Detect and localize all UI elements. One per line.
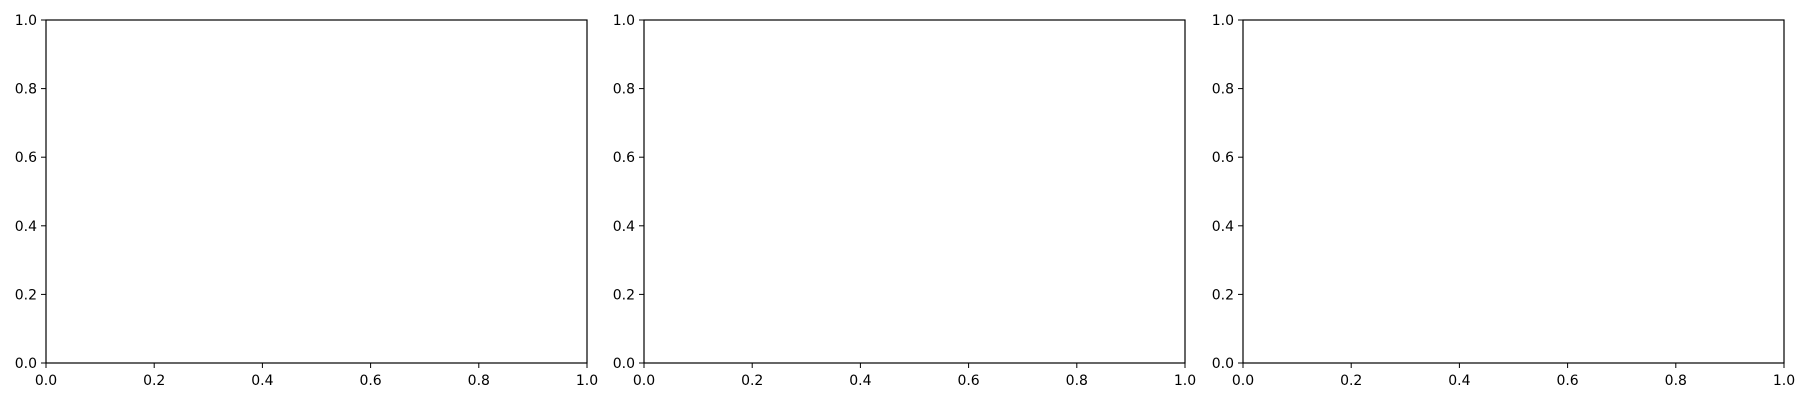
x-tick-label: 0.2 bbox=[741, 373, 763, 389]
plot-area-frame bbox=[643, 19, 1186, 364]
y-tick-label: 0.2 bbox=[613, 287, 635, 303]
axes-panel-2: 0.0 0.2 0.4 0.6 0.8 1.0 0.0 0.2 0.4 0.6 0.8 1.0 bbox=[613, 13, 1196, 389]
axes-panel-1: 0.0 0.2 0.4 0.6 0.8 1.0 0.0 0.2 0.4 0.6 0.8 1.0 bbox=[15, 13, 598, 389]
plot-area-frame bbox=[45, 19, 588, 364]
x-tick-label: 0.6 bbox=[1556, 373, 1578, 389]
y-tick-label: 0.6 bbox=[613, 150, 635, 166]
y-tick-label: 0.6 bbox=[15, 150, 37, 166]
x-tick-label: 0.6 bbox=[359, 373, 381, 389]
axes-panel-3: 0.0 0.2 0.4 0.6 0.8 1.0 0.0 0.2 0.4 0.6 0.8 1.0 bbox=[1212, 13, 1795, 389]
x-tick-label: 1.0 bbox=[1174, 373, 1196, 389]
y-tick-label: 0.6 bbox=[1212, 150, 1234, 166]
x-tick-label: 0.0 bbox=[35, 373, 57, 389]
x-tick-label: 0.8 bbox=[1665, 373, 1687, 389]
x-tick-label: 0.4 bbox=[849, 373, 871, 389]
x-tick-label: 1.0 bbox=[576, 373, 598, 389]
x-tick-label: 0.6 bbox=[957, 373, 979, 389]
y-tick-label: 0.8 bbox=[1212, 82, 1234, 98]
y-tick-label: 0.2 bbox=[1212, 287, 1234, 303]
y-tick-label: 0.2 bbox=[15, 287, 37, 303]
y-tick-label: 0.4 bbox=[15, 219, 37, 235]
plot-area-frame bbox=[1242, 19, 1785, 364]
x-tick-label: 0.4 bbox=[251, 373, 273, 389]
x-tick-label: 0.4 bbox=[1448, 373, 1470, 389]
y-tick-label: 1.0 bbox=[613, 13, 635, 29]
y-tick-label: 0.4 bbox=[613, 219, 635, 235]
y-tick-label: 0.8 bbox=[613, 82, 635, 98]
x-tick-label: 0.2 bbox=[1340, 373, 1362, 389]
x-tick-label: 0.2 bbox=[143, 373, 165, 389]
x-tick-label: 0.8 bbox=[468, 373, 490, 389]
y-tick-label: 1.0 bbox=[1212, 13, 1234, 29]
y-tick-label: 0.4 bbox=[1212, 219, 1234, 235]
y-tick-label: 0.0 bbox=[613, 356, 635, 372]
x-tick-label: 0.8 bbox=[1066, 373, 1088, 389]
y-tick-label: 1.0 bbox=[15, 13, 37, 29]
y-tick-label: 0.0 bbox=[15, 356, 37, 372]
y-tick-label: 0.0 bbox=[1212, 356, 1234, 372]
x-tick-label: 0.0 bbox=[633, 373, 655, 389]
y-tick-label: 0.8 bbox=[15, 82, 37, 98]
x-tick-label: 1.0 bbox=[1773, 373, 1795, 389]
x-tick-label: 0.0 bbox=[1232, 373, 1254, 389]
